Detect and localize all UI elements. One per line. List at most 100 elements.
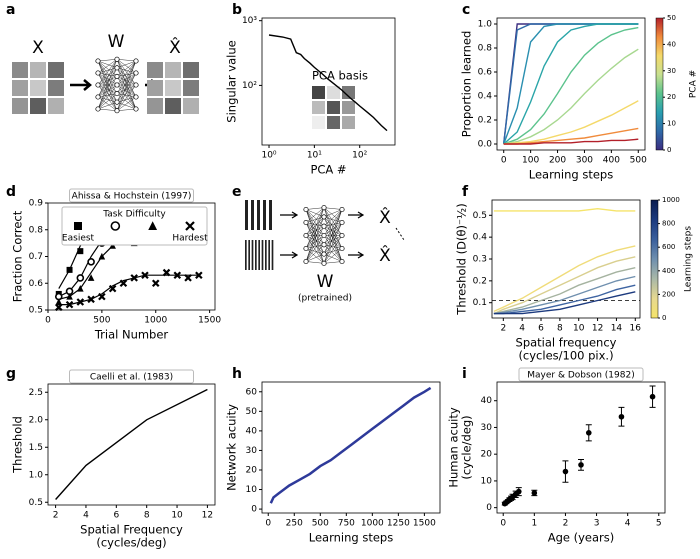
net-edge (305, 235, 325, 264)
marker (195, 271, 203, 280)
net-node (133, 82, 139, 88)
net-edge (305, 248, 325, 264)
x-tick-label: 14 (611, 324, 623, 334)
net-edge (116, 60, 137, 111)
grating-stripe (251, 240, 254, 270)
panel-label: i (462, 366, 467, 382)
colorbar-tick-label: 0 (667, 146, 671, 154)
net-edge (323, 248, 343, 264)
net-edge (323, 209, 343, 236)
marker (185, 221, 195, 231)
panel-label: b (232, 2, 242, 18)
x-tick-label: 1250 (387, 519, 410, 529)
point (562, 468, 569, 475)
x-tick-label: 8 (557, 324, 563, 334)
legend-title: Task Difficulty (102, 210, 166, 220)
net-node (339, 232, 345, 239)
net-edge (305, 209, 325, 255)
y-tick-label: 40 (481, 396, 493, 406)
net-edge (323, 235, 343, 264)
marker (119, 279, 128, 288)
marker (77, 248, 84, 255)
x-tick-label: 0 (501, 156, 507, 166)
y-axis-label: Human acuity (447, 407, 461, 487)
net-edge (116, 84, 137, 103)
x-tick-label: 1000 (144, 316, 167, 326)
line-series (503, 138, 639, 145)
net-edge (97, 72, 118, 94)
line-series (493, 275, 636, 315)
line-series (503, 48, 639, 145)
net-edge (97, 84, 118, 103)
line-series (503, 23, 639, 145)
net-edge (97, 60, 118, 94)
y-tick-label: 0.5 (29, 306, 43, 316)
x-tick-label: 300 (576, 156, 593, 166)
line-series (503, 100, 639, 145)
y-tick-label: 0 (251, 505, 257, 515)
net-edge (116, 76, 137, 86)
x-tick-label: 750 (338, 519, 355, 529)
colorbar-tick-label: 1000 (662, 196, 680, 204)
net-edge (97, 84, 118, 111)
net-node (321, 251, 327, 257)
arrow (395, 227, 405, 241)
net-node (114, 73, 120, 79)
net-edge (97, 72, 118, 103)
net-edge (97, 59, 118, 62)
net-edge (323, 226, 343, 262)
x-tick-label: 10⁰ (261, 151, 276, 161)
net-edge (323, 222, 343, 264)
point (585, 429, 592, 436)
image-patch (342, 86, 355, 99)
net-edge (97, 84, 118, 94)
net-node (114, 91, 120, 97)
net-edge (305, 261, 325, 264)
net-edge (116, 67, 137, 98)
image-patch (342, 116, 355, 129)
net-edge (305, 226, 325, 249)
marker (77, 285, 84, 292)
line-series (269, 386, 432, 504)
net-edge (97, 60, 118, 103)
net-node (339, 245, 345, 252)
net-edge (305, 235, 325, 255)
net-edge (116, 72, 137, 111)
net-edge (97, 72, 118, 86)
net-node (339, 258, 345, 265)
net-edge (97, 72, 118, 111)
net-node (114, 99, 120, 105)
diagram-note: (pretrained) (298, 294, 352, 304)
x-tick-label: 2 (563, 519, 569, 529)
y-axis-label: Fraction Correct (11, 210, 25, 302)
arrow (280, 211, 365, 259)
colorbar-label: Learning steps (684, 226, 694, 292)
marker (66, 293, 73, 300)
point (515, 488, 522, 495)
y-tick-label: 0.9 (29, 199, 44, 209)
net-edge (97, 67, 118, 98)
y-tick-label: 0.6 (478, 68, 493, 78)
net-edge (323, 226, 343, 236)
net-edge (323, 207, 343, 262)
line-series (55, 388, 208, 500)
panel-label: e (232, 184, 242, 200)
net-edge (97, 93, 118, 98)
net-edge (97, 101, 118, 110)
net-edge (305, 222, 325, 255)
net-edge (305, 216, 325, 262)
net-edge (97, 72, 118, 77)
image-patch (30, 80, 46, 96)
y-tick-label: 60 (246, 387, 258, 397)
net-edge (305, 248, 325, 255)
net-edge (305, 222, 325, 264)
net-edge (305, 207, 325, 249)
colorbar-tick-label: 600 (662, 243, 675, 251)
y-tick-label: 0.8 (478, 44, 493, 54)
net-node (133, 70, 139, 76)
grating-stripe (245, 240, 247, 270)
net-edge (323, 222, 343, 255)
net-edge (116, 84, 137, 98)
net-edge (305, 226, 325, 236)
y-tick-label: 10 (246, 485, 258, 495)
